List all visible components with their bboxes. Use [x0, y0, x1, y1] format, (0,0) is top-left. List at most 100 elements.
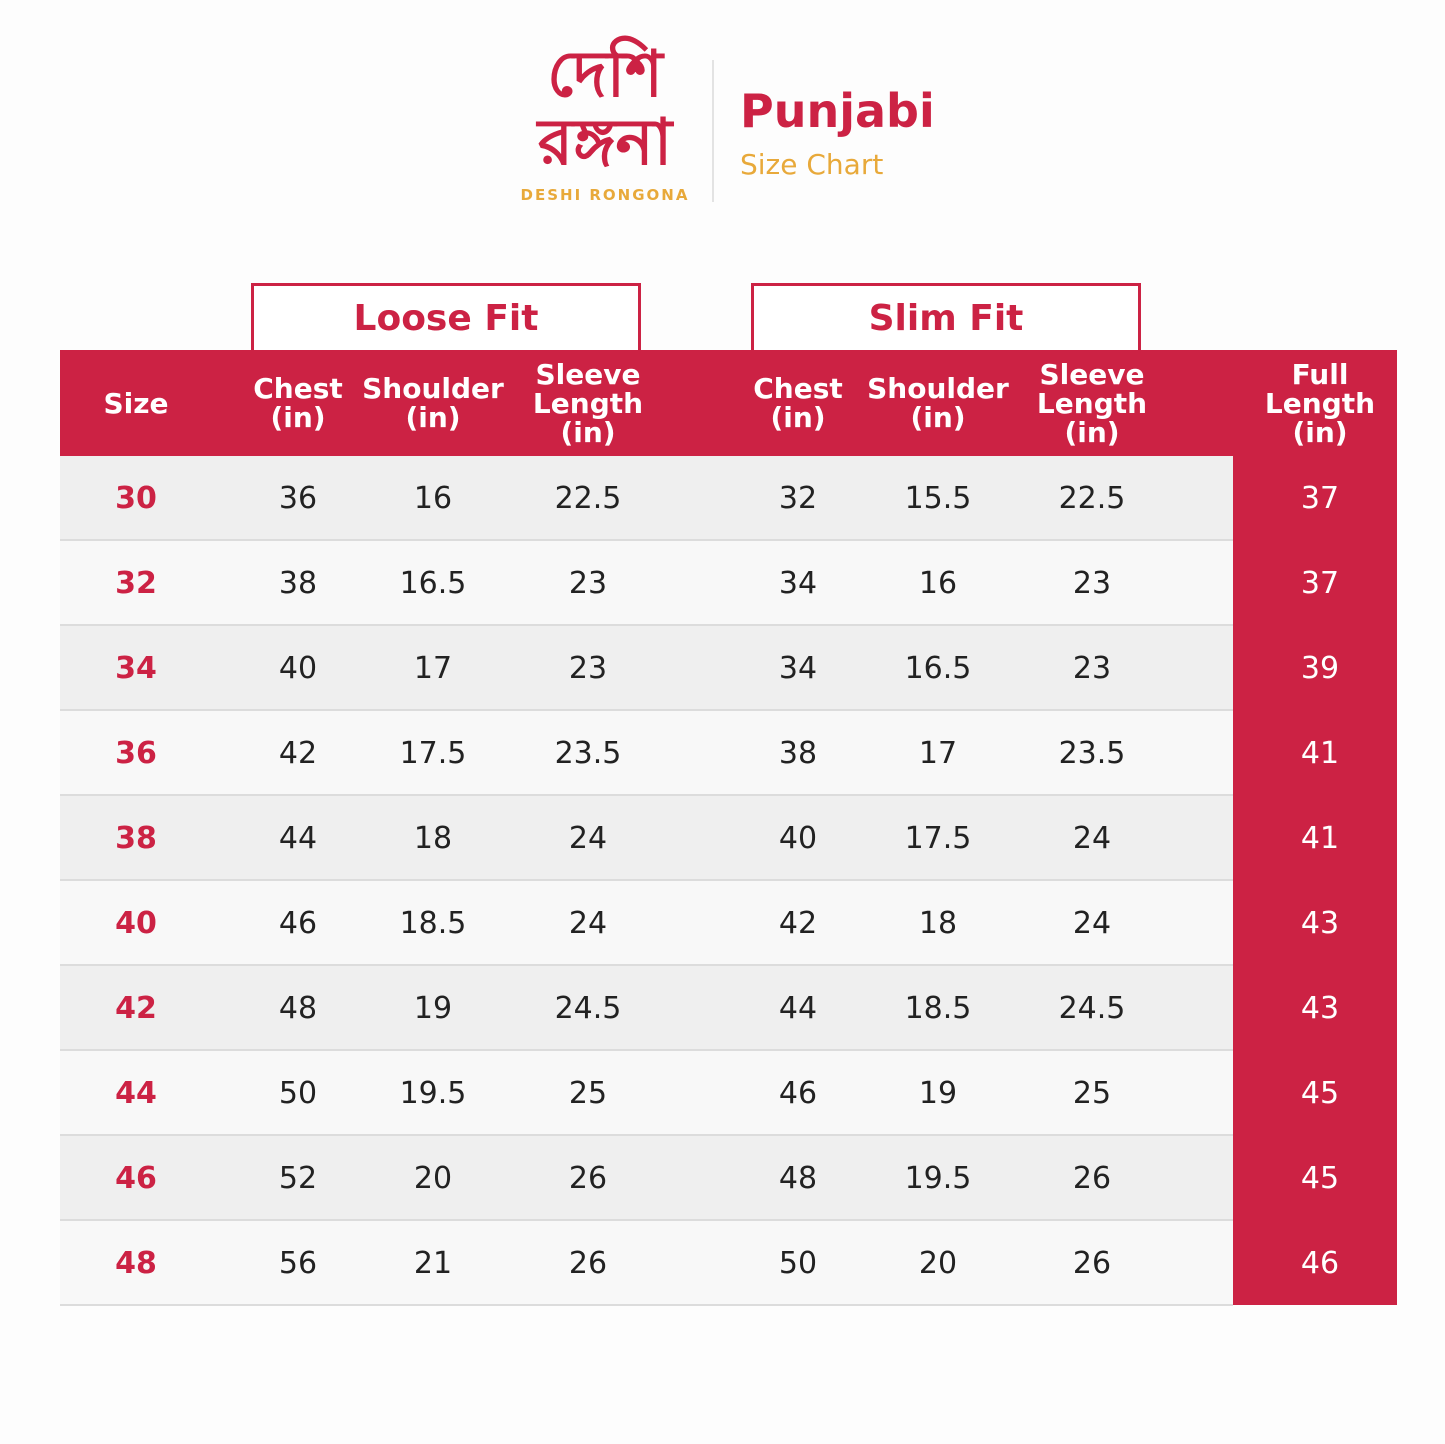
full-length-column — [1233, 456, 1397, 1305]
table-cell: 18.5 — [904, 991, 972, 1026]
table-cell: 23.5 — [1058, 736, 1126, 771]
table-cell: 19.5 — [904, 1161, 972, 1196]
size-cell: 44 — [115, 1076, 157, 1111]
table-cell: 40 — [278, 651, 318, 686]
size-cell: 46 — [115, 1161, 157, 1196]
table-cell: 23 — [1072, 566, 1112, 601]
table-row — [60, 1051, 1233, 1136]
table-cell: 46 — [278, 906, 318, 941]
table-cell: 24 — [1072, 821, 1112, 856]
table-row — [60, 881, 1233, 966]
table-cell: 25 — [568, 1076, 608, 1111]
table-cell: 44 — [278, 821, 318, 856]
table-cell: 43 — [1300, 991, 1340, 1026]
table-row — [60, 711, 1233, 796]
column-header: Shoulder (in) — [867, 372, 1009, 434]
table-cell: 39 — [1300, 651, 1340, 686]
logo-text: দেশি — [547, 38, 663, 112]
table-cell: 16.5 — [904, 651, 972, 686]
table-cell: 44 — [778, 991, 818, 1026]
table-cell: 23 — [1072, 651, 1112, 686]
table-cell: 16.5 — [399, 566, 467, 601]
column-header: Sleeve Length (in) — [532, 357, 644, 449]
table-cell: 24 — [1072, 906, 1112, 941]
table-cell: 46 — [1300, 1246, 1340, 1281]
table-cell: 17 — [413, 651, 453, 686]
group-header: Loose Fit — [251, 283, 641, 350]
table-row — [60, 541, 1233, 626]
table-cell: 38 — [278, 566, 318, 601]
table-cell: 21 — [413, 1246, 453, 1281]
table-cell: 41 — [1300, 736, 1340, 771]
table-cell: 17.5 — [399, 736, 467, 771]
table-cell: 23 — [568, 566, 608, 601]
column-header: Sleeve Length (in) — [1036, 357, 1148, 449]
table-row — [60, 456, 1233, 541]
table-row — [60, 966, 1233, 1051]
table-cell: 24.5 — [1058, 991, 1126, 1026]
size-cell: 32 — [115, 566, 157, 601]
table-row — [60, 1136, 1233, 1221]
header-band — [60, 350, 1397, 456]
table-row — [60, 626, 1233, 711]
table-cell: 45 — [1300, 1161, 1340, 1196]
size-cell: 30 — [115, 481, 157, 516]
table-cell: 34 — [778, 651, 818, 686]
table-cell: 18 — [413, 821, 453, 856]
table-cell: 16 — [918, 566, 958, 601]
size-cell: 38 — [115, 821, 157, 856]
table-cell: 19 — [413, 991, 453, 1026]
column-header: Shoulder (in) — [362, 372, 504, 434]
size-cell: 36 — [115, 736, 157, 771]
table-row — [60, 1221, 1233, 1306]
table-cell: 42 — [278, 736, 318, 771]
logo-brand: DESHI RONGONA — [520, 186, 690, 204]
table-cell: 40 — [778, 821, 818, 856]
table-cell: 19.5 — [399, 1076, 467, 1111]
table-cell: 43 — [1300, 906, 1340, 941]
size-cell: 42 — [115, 991, 157, 1026]
column-header: Chest (in) — [253, 372, 343, 434]
column-header: Full Length (in) — [1264, 357, 1376, 449]
table-cell: 26 — [568, 1161, 608, 1196]
table-cell: 41 — [1300, 821, 1340, 856]
size-cell: 48 — [115, 1246, 157, 1281]
table-cell: 17 — [918, 736, 958, 771]
table-cell: 26 — [568, 1246, 608, 1281]
column-header: Chest (in) — [753, 372, 843, 434]
table-cell: 24.5 — [554, 991, 622, 1026]
table-cell: 26 — [1072, 1161, 1112, 1196]
size-cell: 40 — [115, 906, 157, 941]
table-cell: 42 — [778, 906, 818, 941]
table-cell: 37 — [1300, 566, 1340, 601]
table-cell: 46 — [778, 1076, 818, 1111]
table-cell: 26 — [1072, 1246, 1112, 1281]
table-cell: 25 — [1072, 1076, 1112, 1111]
table-cell: 23 — [568, 651, 608, 686]
table-cell: 37 — [1300, 481, 1340, 516]
column-header: Size — [103, 386, 169, 420]
table-cell: 20 — [918, 1246, 958, 1281]
size-cell: 34 — [115, 651, 157, 686]
table-cell: 56 — [278, 1246, 318, 1281]
table-cell: 52 — [278, 1161, 318, 1196]
table-cell: 18.5 — [399, 906, 467, 941]
table-cell: 48 — [778, 1161, 818, 1196]
group-header: Slim Fit — [751, 283, 1141, 350]
table-cell: 48 — [278, 991, 318, 1026]
table-cell: 32 — [778, 481, 818, 516]
table-cell: 24 — [568, 821, 608, 856]
table-cell: 45 — [1300, 1076, 1340, 1111]
table-cell: 50 — [278, 1076, 318, 1111]
table-cell: 15.5 — [904, 481, 972, 516]
table-cell: 23.5 — [554, 736, 622, 771]
table-cell: 22.5 — [1058, 481, 1126, 516]
divider — [712, 60, 714, 202]
logo-text: রঙ্গনা — [537, 106, 673, 180]
table-cell: 36 — [278, 481, 318, 516]
table-cell: 34 — [778, 566, 818, 601]
table-cell: 17.5 — [904, 821, 972, 856]
table-cell: 38 — [778, 736, 818, 771]
title: Punjabi — [740, 84, 935, 138]
